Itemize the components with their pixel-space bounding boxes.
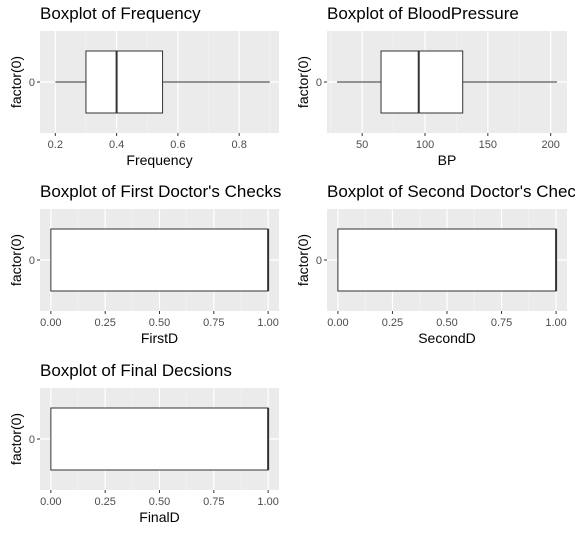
chart-title: Boxplot of First Doctor's Checks [40, 182, 282, 201]
x-tick-label: 0.00 [40, 496, 61, 508]
x-axis-title: FirstD [141, 330, 178, 346]
x-tick-label: 0.75 [203, 496, 224, 508]
box [380, 50, 464, 114]
y-axis-title: factor(0) [8, 413, 24, 465]
box [337, 228, 557, 292]
x-tick-label: 0.50 [436, 317, 457, 329]
y-axis-title: factor(0) [8, 56, 24, 108]
box [85, 50, 164, 114]
chart-panel-bloodpressure: Boxplot of BloodPressure 0 50 100 150 200 BP f… [287, 0, 575, 178]
plot-svg: 0 0.00 0.25 0.50 0.75 1.00 FinalD factor(0) [8, 388, 279, 525]
y-tick-label: 0 [29, 434, 35, 446]
box [50, 407, 269, 471]
x-axis-title: FinalD [139, 509, 179, 525]
x-axis-title: BP [438, 152, 457, 168]
x-tick-label: 0.75 [491, 317, 512, 329]
x-tick-label: 0.6 [170, 139, 185, 151]
x-tick-label: 200 [541, 139, 559, 151]
y-axis-title: factor(0) [8, 234, 24, 286]
x-tick-label: 1.00 [257, 317, 278, 329]
x-tick-label: 0.00 [327, 317, 348, 329]
x-tick-label: 0.25 [382, 317, 403, 329]
chart-panel-frequency: Boxplot of Frequency 0 0.2 0.4 0.6 0.8 Freque… [0, 0, 287, 178]
x-tick-label: 0.75 [203, 317, 224, 329]
y-axis-title: factor(0) [295, 56, 311, 108]
y-tick-label: 0 [29, 255, 35, 267]
chart-panel-secondd: Boxplot of Second Doctor's Checks 0 0.00 0… [287, 178, 575, 357]
plot-svg: 0 0.2 0.4 0.6 0.8 Frequency factor(0) [8, 31, 279, 168]
x-tick-label: 50 [356, 139, 368, 151]
chart-title: Boxplot of Frequency [40, 4, 201, 23]
x-tick-label: 100 [416, 139, 434, 151]
y-tick-label: 0 [316, 255, 322, 267]
y-tick-label: 0 [316, 77, 322, 89]
box [50, 228, 269, 292]
x-axis-title: Frequency [126, 152, 192, 168]
chart-panel-finald: Boxplot of Final Decsions 0 0.00 0.25 0.50 0… [0, 357, 287, 537]
x-tick-label: 0.00 [40, 317, 61, 329]
x-tick-label: 150 [479, 139, 497, 151]
y-axis-title: factor(0) [295, 234, 311, 286]
x-tick-label: 0.50 [149, 317, 170, 329]
x-tick-label: 0.8 [232, 139, 247, 151]
x-tick-label: 0.50 [149, 496, 170, 508]
chart-title: Boxplot of Second Doctor's Checks [327, 182, 575, 201]
plot-svg: 0 50 100 150 200 BP factor(0) [295, 31, 567, 168]
x-tick-label: 1.00 [257, 496, 278, 508]
chart-title: Boxplot of Final Decsions [40, 361, 232, 380]
y-tick-label: 0 [29, 77, 35, 89]
x-tick-label: 0.25 [94, 317, 115, 329]
x-tick-label: 1.00 [545, 317, 566, 329]
x-tick-label: 0.4 [109, 139, 124, 151]
chart-title: Boxplot of BloodPressure [327, 4, 519, 23]
x-tick-label: 0.2 [48, 139, 63, 151]
x-axis-title: SecondD [418, 330, 476, 346]
x-tick-label: 0.25 [94, 496, 115, 508]
plot-svg: 0 0.00 0.25 0.50 0.75 1.00 SecondD factor(0) [295, 209, 567, 346]
chart-panel-firstd: Boxplot of First Doctor's Checks 0 0.00 0.… [0, 178, 287, 357]
plot-svg: 0 0.00 0.25 0.50 0.75 1.00 FirstD factor(0) [8, 209, 279, 346]
